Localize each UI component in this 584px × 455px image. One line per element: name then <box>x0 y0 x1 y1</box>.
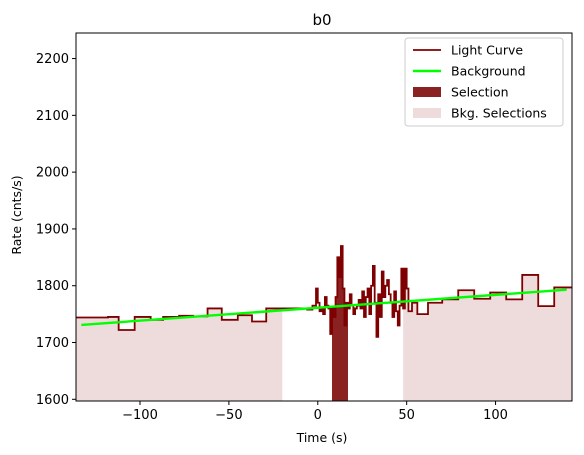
y-tick-label: 1900 <box>36 222 69 237</box>
legend-swatch <box>413 108 441 118</box>
legend: Light Curve Background Selection Bkg. Selec… <box>404 37 564 127</box>
x-axis-label: Time (s) <box>296 430 348 445</box>
selection-region <box>332 245 348 401</box>
bkg-selection-region <box>76 308 283 401</box>
x-tick-label: 0 <box>314 408 322 423</box>
y-tick-label: 1700 <box>36 336 69 351</box>
background-line <box>81 288 567 327</box>
legend-box <box>404 37 564 127</box>
legend-label: Bkg. Selections <box>451 106 547 121</box>
plot-area <box>76 245 572 401</box>
axes-frame <box>75 32 573 402</box>
y-tick-label: 1600 <box>36 393 69 408</box>
y-tick-label: 2100 <box>36 109 69 124</box>
chart-title: b0 <box>312 11 331 29</box>
legend-label: Light Curve <box>451 43 523 58</box>
x-tick-label: 100 <box>483 408 508 423</box>
legend-label: Background <box>451 64 526 79</box>
x-tick-label: 50 <box>398 408 415 423</box>
plot-content <box>76 245 572 401</box>
y-axis-label: Rate (cnts/s) <box>9 175 24 254</box>
x-tick-label: −100 <box>122 408 158 423</box>
bkg-selection-region <box>403 268 572 401</box>
y-tick-label: 2200 <box>36 52 69 67</box>
legend-label: Selection <box>451 85 509 100</box>
y-tick-label: 1800 <box>36 279 69 294</box>
axes: −100 −50 0 50 100 1600 1700 1800 1900 2000 2100 220… <box>36 32 573 423</box>
x-tick-label: −50 <box>215 408 242 423</box>
legend-swatch <box>413 87 441 97</box>
y-tick-label: 2000 <box>36 166 69 181</box>
